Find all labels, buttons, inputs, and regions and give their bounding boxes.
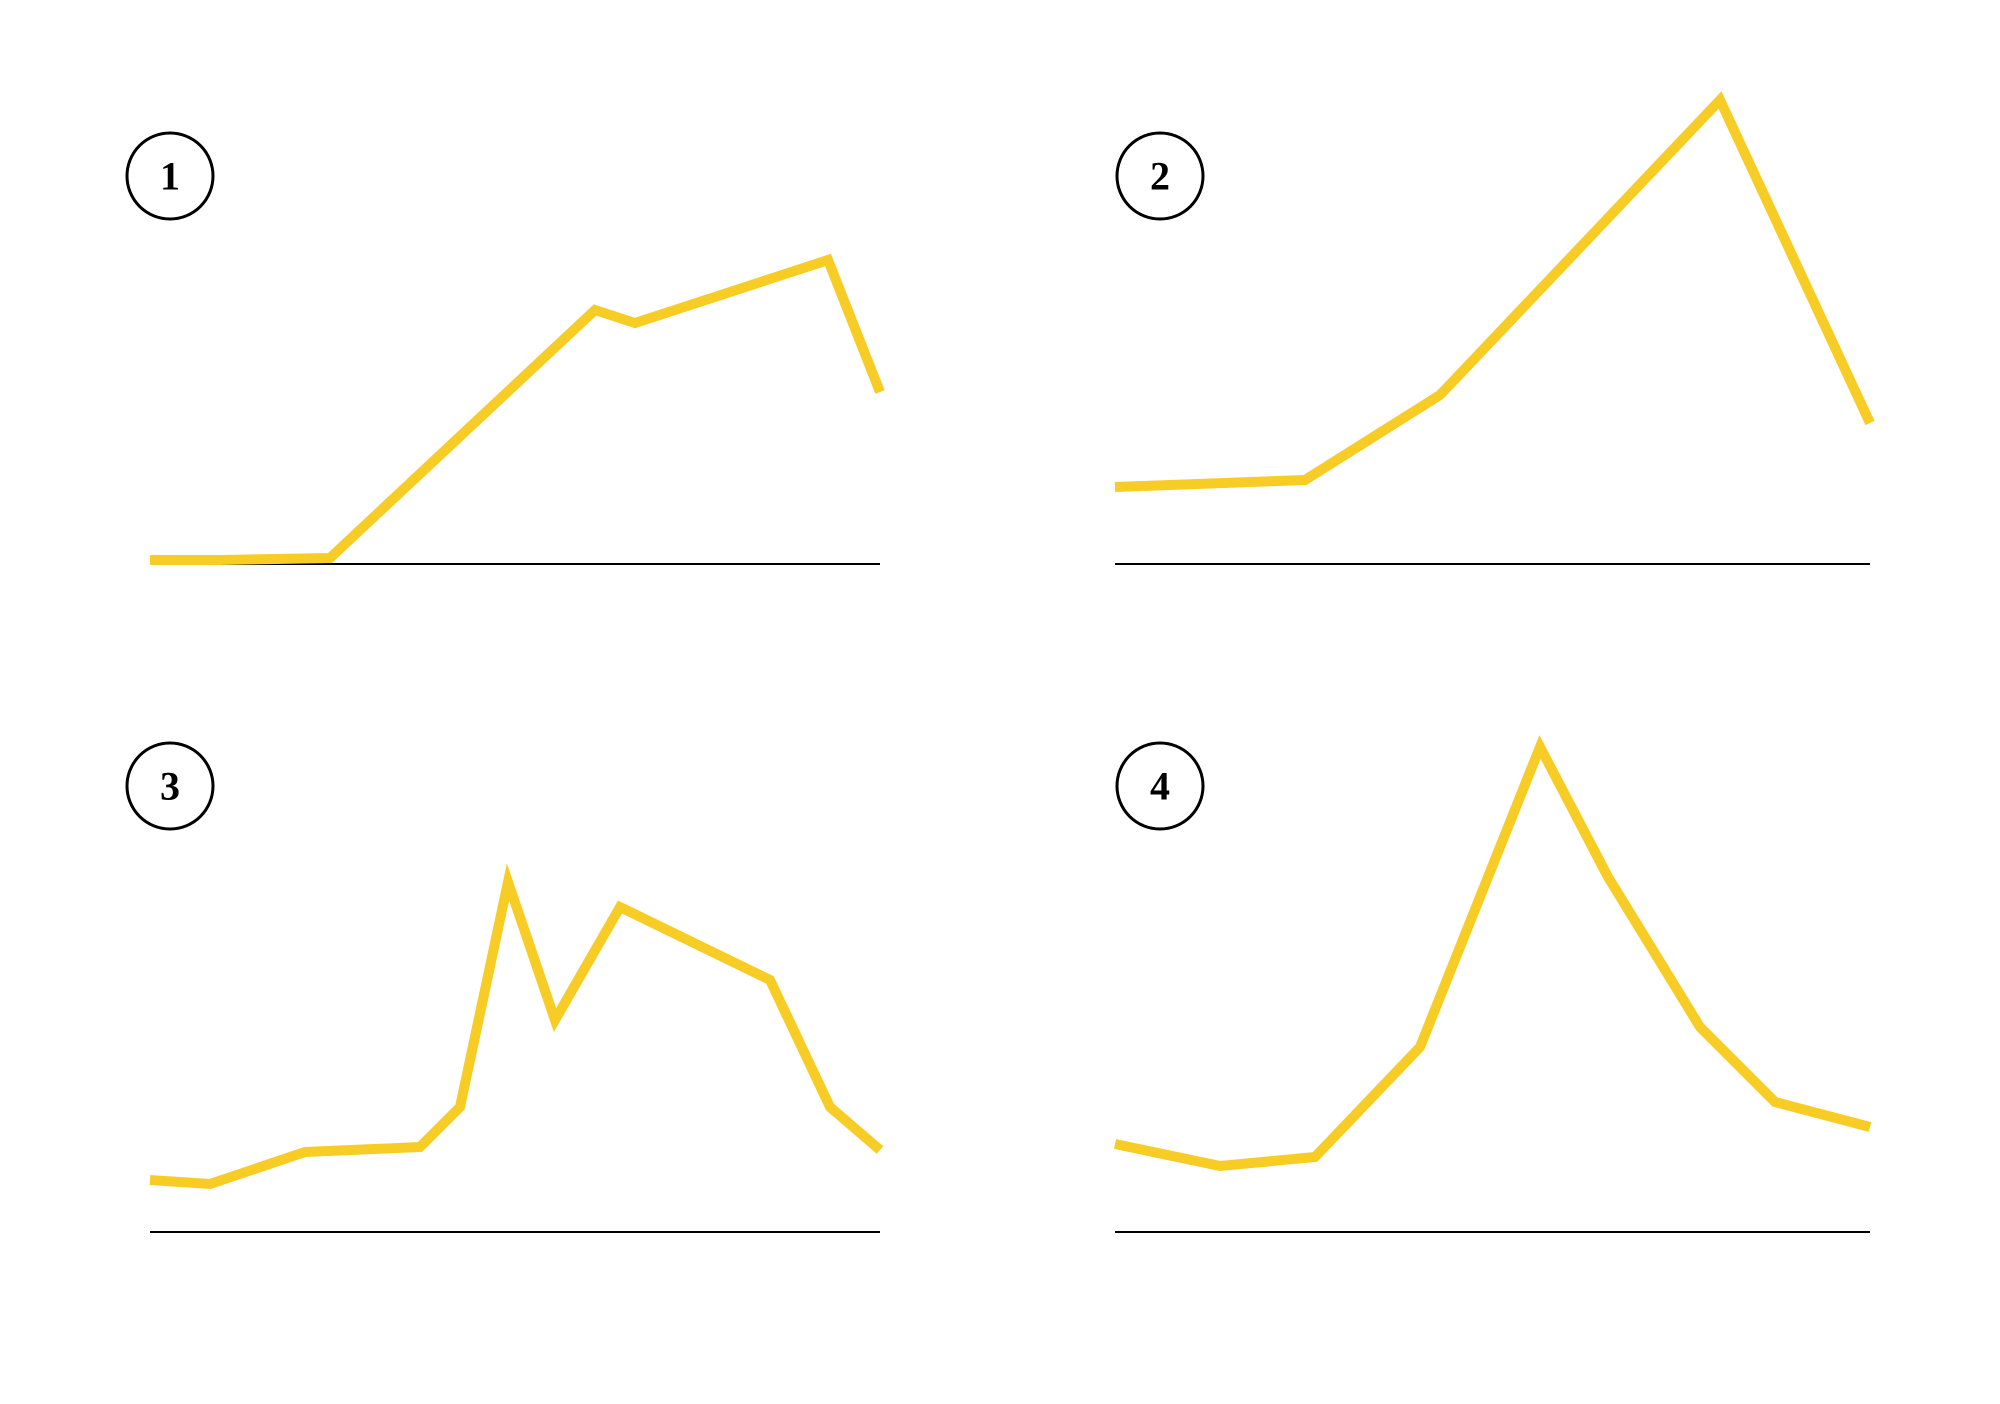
panel-svg-3: 3 bbox=[0, 702, 1000, 1404]
panel-2: 2 bbox=[1000, 0, 2000, 702]
number-badge-label: 3 bbox=[160, 764, 180, 809]
panel-svg-4: 4 bbox=[1000, 702, 2000, 1404]
number-badge-label: 4 bbox=[1150, 764, 1170, 809]
number-badge-label: 2 bbox=[1150, 154, 1170, 199]
data-line bbox=[1115, 100, 1870, 487]
chart-grid: 1 2 3 4 bbox=[0, 0, 2000, 1404]
panel-svg-2: 2 bbox=[1000, 0, 2000, 702]
panel-4: 4 bbox=[1000, 702, 2000, 1404]
number-badge-label: 1 bbox=[160, 154, 180, 199]
panel-svg-1: 1 bbox=[0, 0, 1000, 702]
panel-1: 1 bbox=[0, 0, 1000, 702]
panel-3: 3 bbox=[0, 702, 1000, 1404]
data-line bbox=[150, 260, 880, 560]
data-line bbox=[150, 882, 880, 1184]
data-line bbox=[1115, 747, 1870, 1166]
